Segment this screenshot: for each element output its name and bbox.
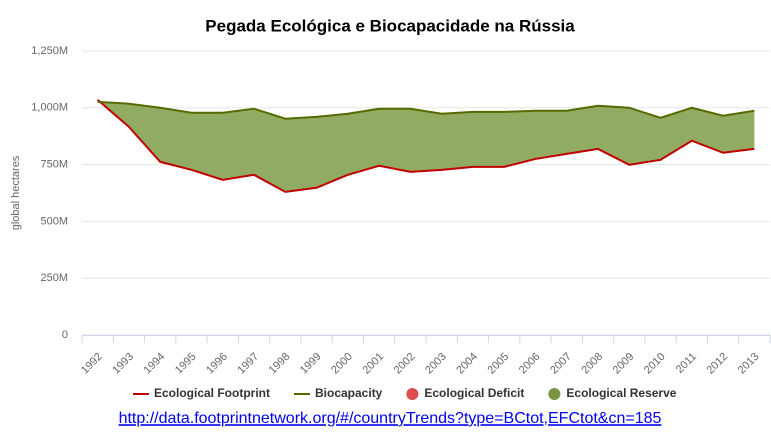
y-tick-label: 1,000M: [31, 102, 68, 114]
x-tick-label: 2010: [642, 351, 668, 377]
y-tick-label: 250M: [40, 272, 68, 284]
legend-symbol: [548, 388, 561, 400]
reserve-area: [97, 99, 755, 192]
x-tick-label: 2009: [611, 351, 637, 377]
x-tick-label: 2002: [392, 351, 418, 377]
x-tick-label: 1996: [204, 351, 230, 377]
x-tick-label: 1999: [298, 351, 324, 377]
y-tick-label: 0: [62, 329, 68, 341]
x-tick-label: 2004: [454, 351, 480, 377]
y-tick-label: 500M: [40, 215, 68, 227]
x-tick-label: 2012: [704, 351, 730, 377]
source-link[interactable]: http://data.footprintnetwork.org/#/count…: [119, 410, 662, 427]
x-tick-label: 2005: [486, 351, 512, 377]
x-tick-label: 2008: [579, 351, 605, 377]
legend-label: Ecological Reserve: [566, 386, 676, 400]
legend-symbol: [406, 388, 419, 400]
x-tick-label: 1998: [267, 351, 293, 377]
x-tick-label: 2013: [736, 351, 762, 377]
series-line: [97, 100, 755, 120]
legend-label: Biocapacity: [315, 386, 383, 400]
x-tick-label: 1994: [142, 351, 168, 377]
x-tick-label: 2001: [360, 351, 386, 377]
x-tick-label: 1993: [110, 351, 136, 377]
legend-label: Ecological Deficit: [424, 386, 524, 400]
x-tick-label: 2011: [674, 351, 699, 376]
x-tick-label: 1997: [235, 351, 261, 377]
series-line: [96, 99, 755, 193]
x-tick-label: 2007: [548, 351, 574, 377]
chart-title: Pegada Ecológica e Biocapacidade na Rúss…: [205, 16, 575, 35]
y-tick-label: 1,250M: [31, 45, 68, 57]
x-tick-label: 1992: [79, 351, 105, 377]
x-tick-label: 2003: [423, 351, 449, 377]
y-axis-label: global hectares: [10, 155, 22, 230]
x-tick-label: 2006: [517, 351, 543, 377]
y-tick-label: 750M: [40, 159, 68, 171]
x-tick-label: 1995: [173, 351, 199, 377]
legend-label: Ecological Footprint: [154, 386, 270, 400]
x-tick-label: 2000: [329, 351, 355, 377]
